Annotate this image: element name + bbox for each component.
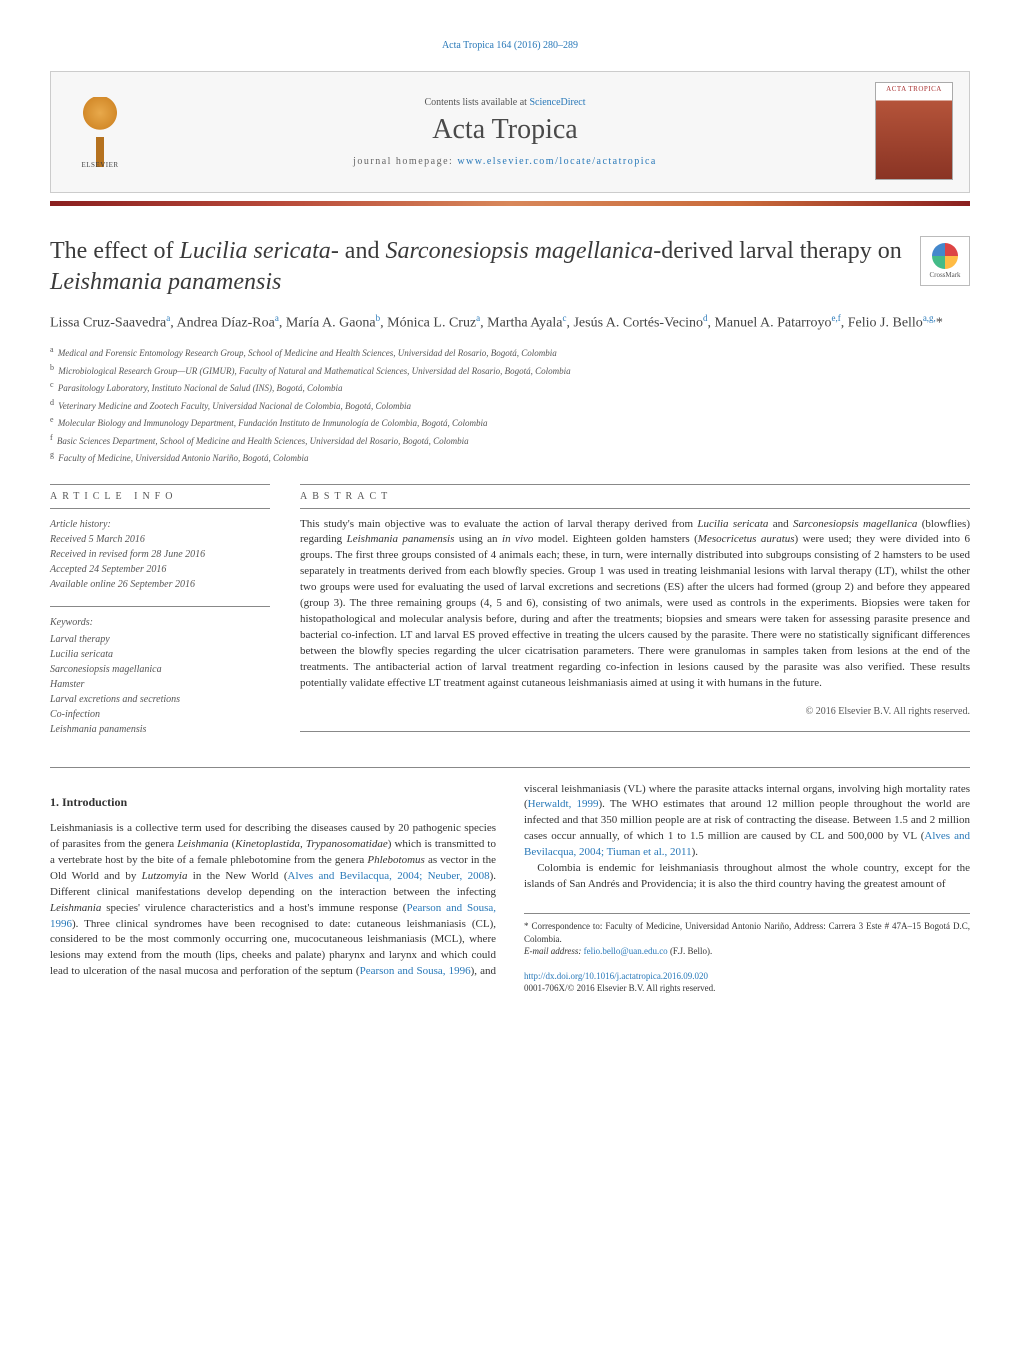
- affiliation-line: f Basic Sciences Department, School of M…: [50, 432, 970, 449]
- publisher-label: ELSEVIER: [70, 161, 130, 169]
- journal-name: Acta Tropica: [149, 114, 861, 146]
- keywords-block: Keywords: Larval therapy Lucilia sericat…: [50, 615, 270, 737]
- affiliation-line: b Microbiological Research Group—UR (GIM…: [50, 362, 970, 379]
- corresponding-note: * Correspondence to: Faculty of Medicine…: [524, 920, 970, 945]
- email-link[interactable]: felio.bello@uan.edu.co: [584, 946, 668, 956]
- doi-block: http://dx.doi.org/10.1016/j.actatropica.…: [524, 970, 970, 995]
- article-info-head: ARTICLE INFO: [50, 484, 270, 502]
- homepage-link[interactable]: www.elsevier.com/locate/actatropica: [457, 156, 657, 167]
- footnotes: * Correspondence to: Faculty of Medicine…: [524, 913, 970, 958]
- abstract-head: ABSTRACT: [300, 484, 970, 502]
- history-line: Accepted 24 September 2016: [50, 562, 270, 577]
- email-label: E-mail address:: [524, 946, 584, 956]
- article-title: The effect of Lucilia sericata- and Sarc…: [50, 236, 904, 298]
- cover-image: [875, 82, 953, 180]
- affiliations: a Medical and Forensic Entomology Resear…: [50, 344, 970, 466]
- abstract-copyright: © 2016 Elsevier B.V. All rights reserved…: [300, 706, 970, 717]
- abstract-column: ABSTRACT This study's main objective was…: [300, 484, 970, 737]
- section-heading-introduction: 1. Introduction: [50, 794, 496, 811]
- affiliation-line: a Medical and Forensic Entomology Resear…: [50, 344, 970, 361]
- body-columns: 1. Introduction Leishmaniasis is a colle…: [50, 782, 970, 996]
- email-line: E-mail address: felio.bello@uan.edu.co (…: [524, 945, 970, 958]
- keyword: Larval therapy: [50, 632, 270, 647]
- contents-prefix: Contents lists available at: [424, 97, 529, 108]
- issn-copyright: 0001-706X/© 2016 Elsevier B.V. All right…: [524, 982, 970, 995]
- history-label: Article history:: [50, 517, 270, 532]
- sciencedirect-link[interactable]: ScienceDirect: [529, 97, 585, 108]
- color-bar: [50, 201, 970, 206]
- contents-line: Contents lists available at ScienceDirec…: [149, 97, 861, 108]
- affiliation-line: c Parasitology Laboratory, Instituto Nac…: [50, 379, 970, 396]
- keyword: Lucilia sericata: [50, 647, 270, 662]
- history-line: Available online 26 September 2016: [50, 577, 270, 592]
- crossmark-label: CrossMark: [929, 271, 960, 279]
- crossmark-badge[interactable]: CrossMark: [920, 236, 970, 286]
- keyword: Sarconesiopsis magellanica: [50, 662, 270, 677]
- article-info-column: ARTICLE INFO Article history: Received 5…: [50, 484, 270, 737]
- crossmark-icon: [932, 243, 958, 269]
- affiliation-line: g Faculty of Medicine, Universidad Anton…: [50, 449, 970, 466]
- elsevier-tree-icon: ELSEVIER: [70, 97, 130, 167]
- article-history: Article history: Received 5 March 2016 R…: [50, 517, 270, 592]
- publisher-logo: ELSEVIER: [65, 93, 135, 171]
- abstract-text: This study's main objective was to evalu…: [300, 517, 970, 692]
- keyword: Co-infection: [50, 707, 270, 722]
- keyword: Larval excretions and secretions: [50, 692, 270, 707]
- body-divider: [50, 767, 970, 768]
- keyword: Leishmania panamensis: [50, 722, 270, 737]
- affiliation-line: d Veterinary Medicine and Zootech Facult…: [50, 397, 970, 414]
- history-line: Received in revised form 28 June 2016: [50, 547, 270, 562]
- doi-link[interactable]: http://dx.doi.org/10.1016/j.actatropica.…: [524, 971, 708, 981]
- email-suffix: (F.J. Bello).: [668, 946, 713, 956]
- history-line: Received 5 March 2016: [50, 532, 270, 547]
- keywords-label: Keywords:: [50, 615, 270, 630]
- body-paragraph: Colombia is endemic for leishmaniasis th…: [524, 861, 970, 893]
- author-list: Lissa Cruz-Saavedraa, Andrea Díaz-Roaa, …: [50, 312, 970, 334]
- keyword: Hamster: [50, 677, 270, 692]
- divider: [300, 508, 970, 509]
- journal-masthead: ELSEVIER Contents lists available at Sci…: [50, 71, 970, 193]
- cover-thumbnail: [875, 82, 955, 182]
- divider: [50, 606, 270, 607]
- affiliation-line: e Molecular Biology and Immunology Depar…: [50, 414, 970, 431]
- divider: [50, 508, 270, 509]
- homepage-line: journal homepage: www.elsevier.com/locat…: [149, 156, 861, 167]
- running-head: Acta Tropica 164 (2016) 280–289: [50, 40, 970, 51]
- divider: [300, 731, 970, 732]
- homepage-prefix: journal homepage:: [353, 156, 457, 167]
